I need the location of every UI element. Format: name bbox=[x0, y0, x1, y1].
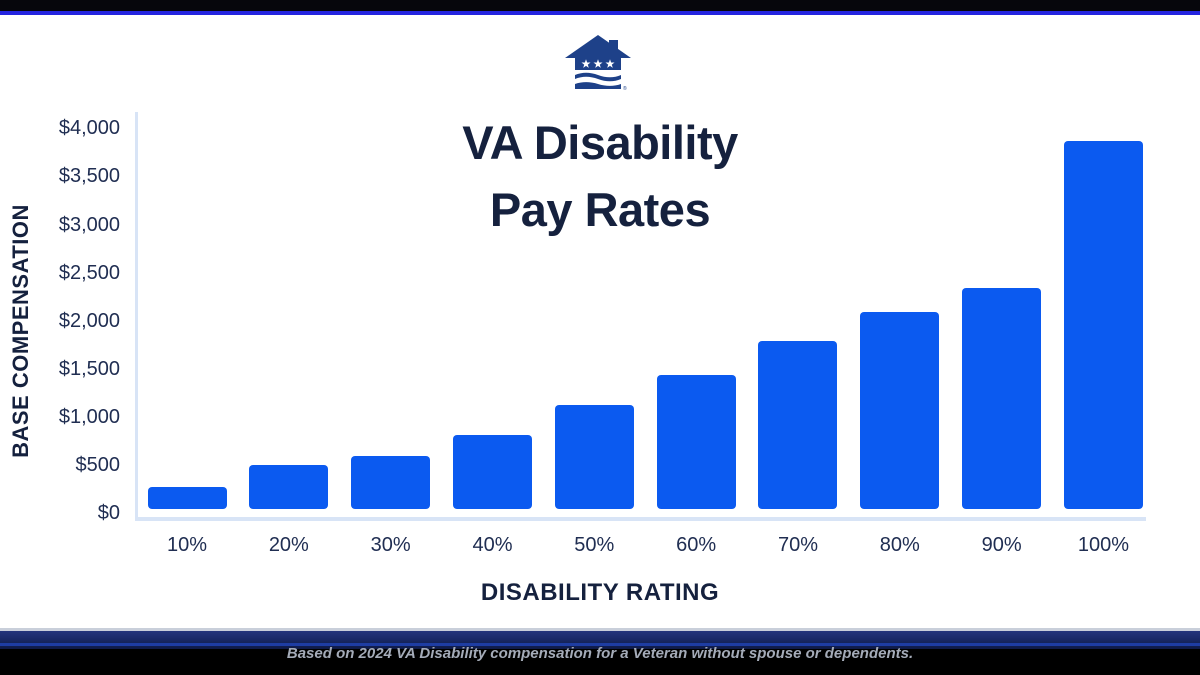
x-tick-label-40%: 40% bbox=[472, 534, 513, 556]
x-tick-label-90%: 90% bbox=[981, 534, 1022, 556]
bar-80% bbox=[860, 312, 940, 509]
x-tick-label-50%: 50% bbox=[574, 534, 615, 556]
x-tick-label-20%: 20% bbox=[268, 534, 309, 556]
va-house-flag-logo-icon: ® bbox=[565, 35, 631, 90]
y-tick-label: $2,500 bbox=[58, 261, 120, 284]
x-axis-line bbox=[135, 517, 1146, 521]
y-tick-label: $1,500 bbox=[58, 357, 120, 380]
logo-wave-stripe bbox=[575, 72, 621, 82]
bar-60% bbox=[656, 375, 736, 509]
logo-stars bbox=[581, 59, 615, 68]
bar-30% bbox=[351, 456, 431, 509]
y-tick-label: $500 bbox=[75, 454, 121, 477]
logo-house bbox=[565, 35, 631, 89]
y-tick-label: $2,000 bbox=[58, 309, 120, 332]
bar-40% bbox=[452, 435, 532, 509]
logo-roof bbox=[565, 35, 631, 58]
y-tick-label: $3,500 bbox=[58, 165, 120, 188]
top-accent-line bbox=[0, 11, 1200, 15]
bar-10% bbox=[147, 487, 227, 509]
bar-90% bbox=[962, 288, 1042, 509]
y-tick-label: $3,000 bbox=[58, 213, 120, 236]
bar-20% bbox=[249, 465, 329, 509]
x-tick-label-60%: 60% bbox=[676, 534, 717, 556]
chart-title-line-2: Pay Rates bbox=[489, 183, 711, 236]
x-tick-label-80%: 80% bbox=[879, 534, 920, 556]
footnote-text: Based on 2024 VA Disability compensation… bbox=[286, 645, 914, 662]
y-tick-label: $4,000 bbox=[58, 117, 120, 140]
chart-title-line-1: VA Disability bbox=[462, 116, 738, 169]
footer-blue-stripe bbox=[0, 643, 1200, 646]
logo-registered-mark: ® bbox=[623, 85, 627, 90]
x-axis-label: DISABILITY RATING bbox=[480, 579, 720, 606]
footer-divider-line bbox=[0, 628, 1200, 631]
y-tick-label: $1,000 bbox=[58, 406, 120, 429]
top-bar bbox=[0, 0, 1200, 11]
x-tick-label-30%: 30% bbox=[370, 534, 411, 556]
x-tick-label-70%: 70% bbox=[777, 534, 818, 556]
bar-100% bbox=[1063, 141, 1143, 509]
bar-70% bbox=[758, 341, 838, 509]
x-tick-label-10%: 10% bbox=[166, 534, 208, 556]
y-axis-line bbox=[135, 112, 138, 521]
bar-50% bbox=[554, 405, 634, 509]
logo-bottom-stripe bbox=[575, 82, 621, 89]
y-tick-label: $0 bbox=[97, 502, 120, 525]
x-tick-label-100%: 100% bbox=[1077, 534, 1130, 556]
footer-black-band bbox=[0, 649, 1200, 675]
